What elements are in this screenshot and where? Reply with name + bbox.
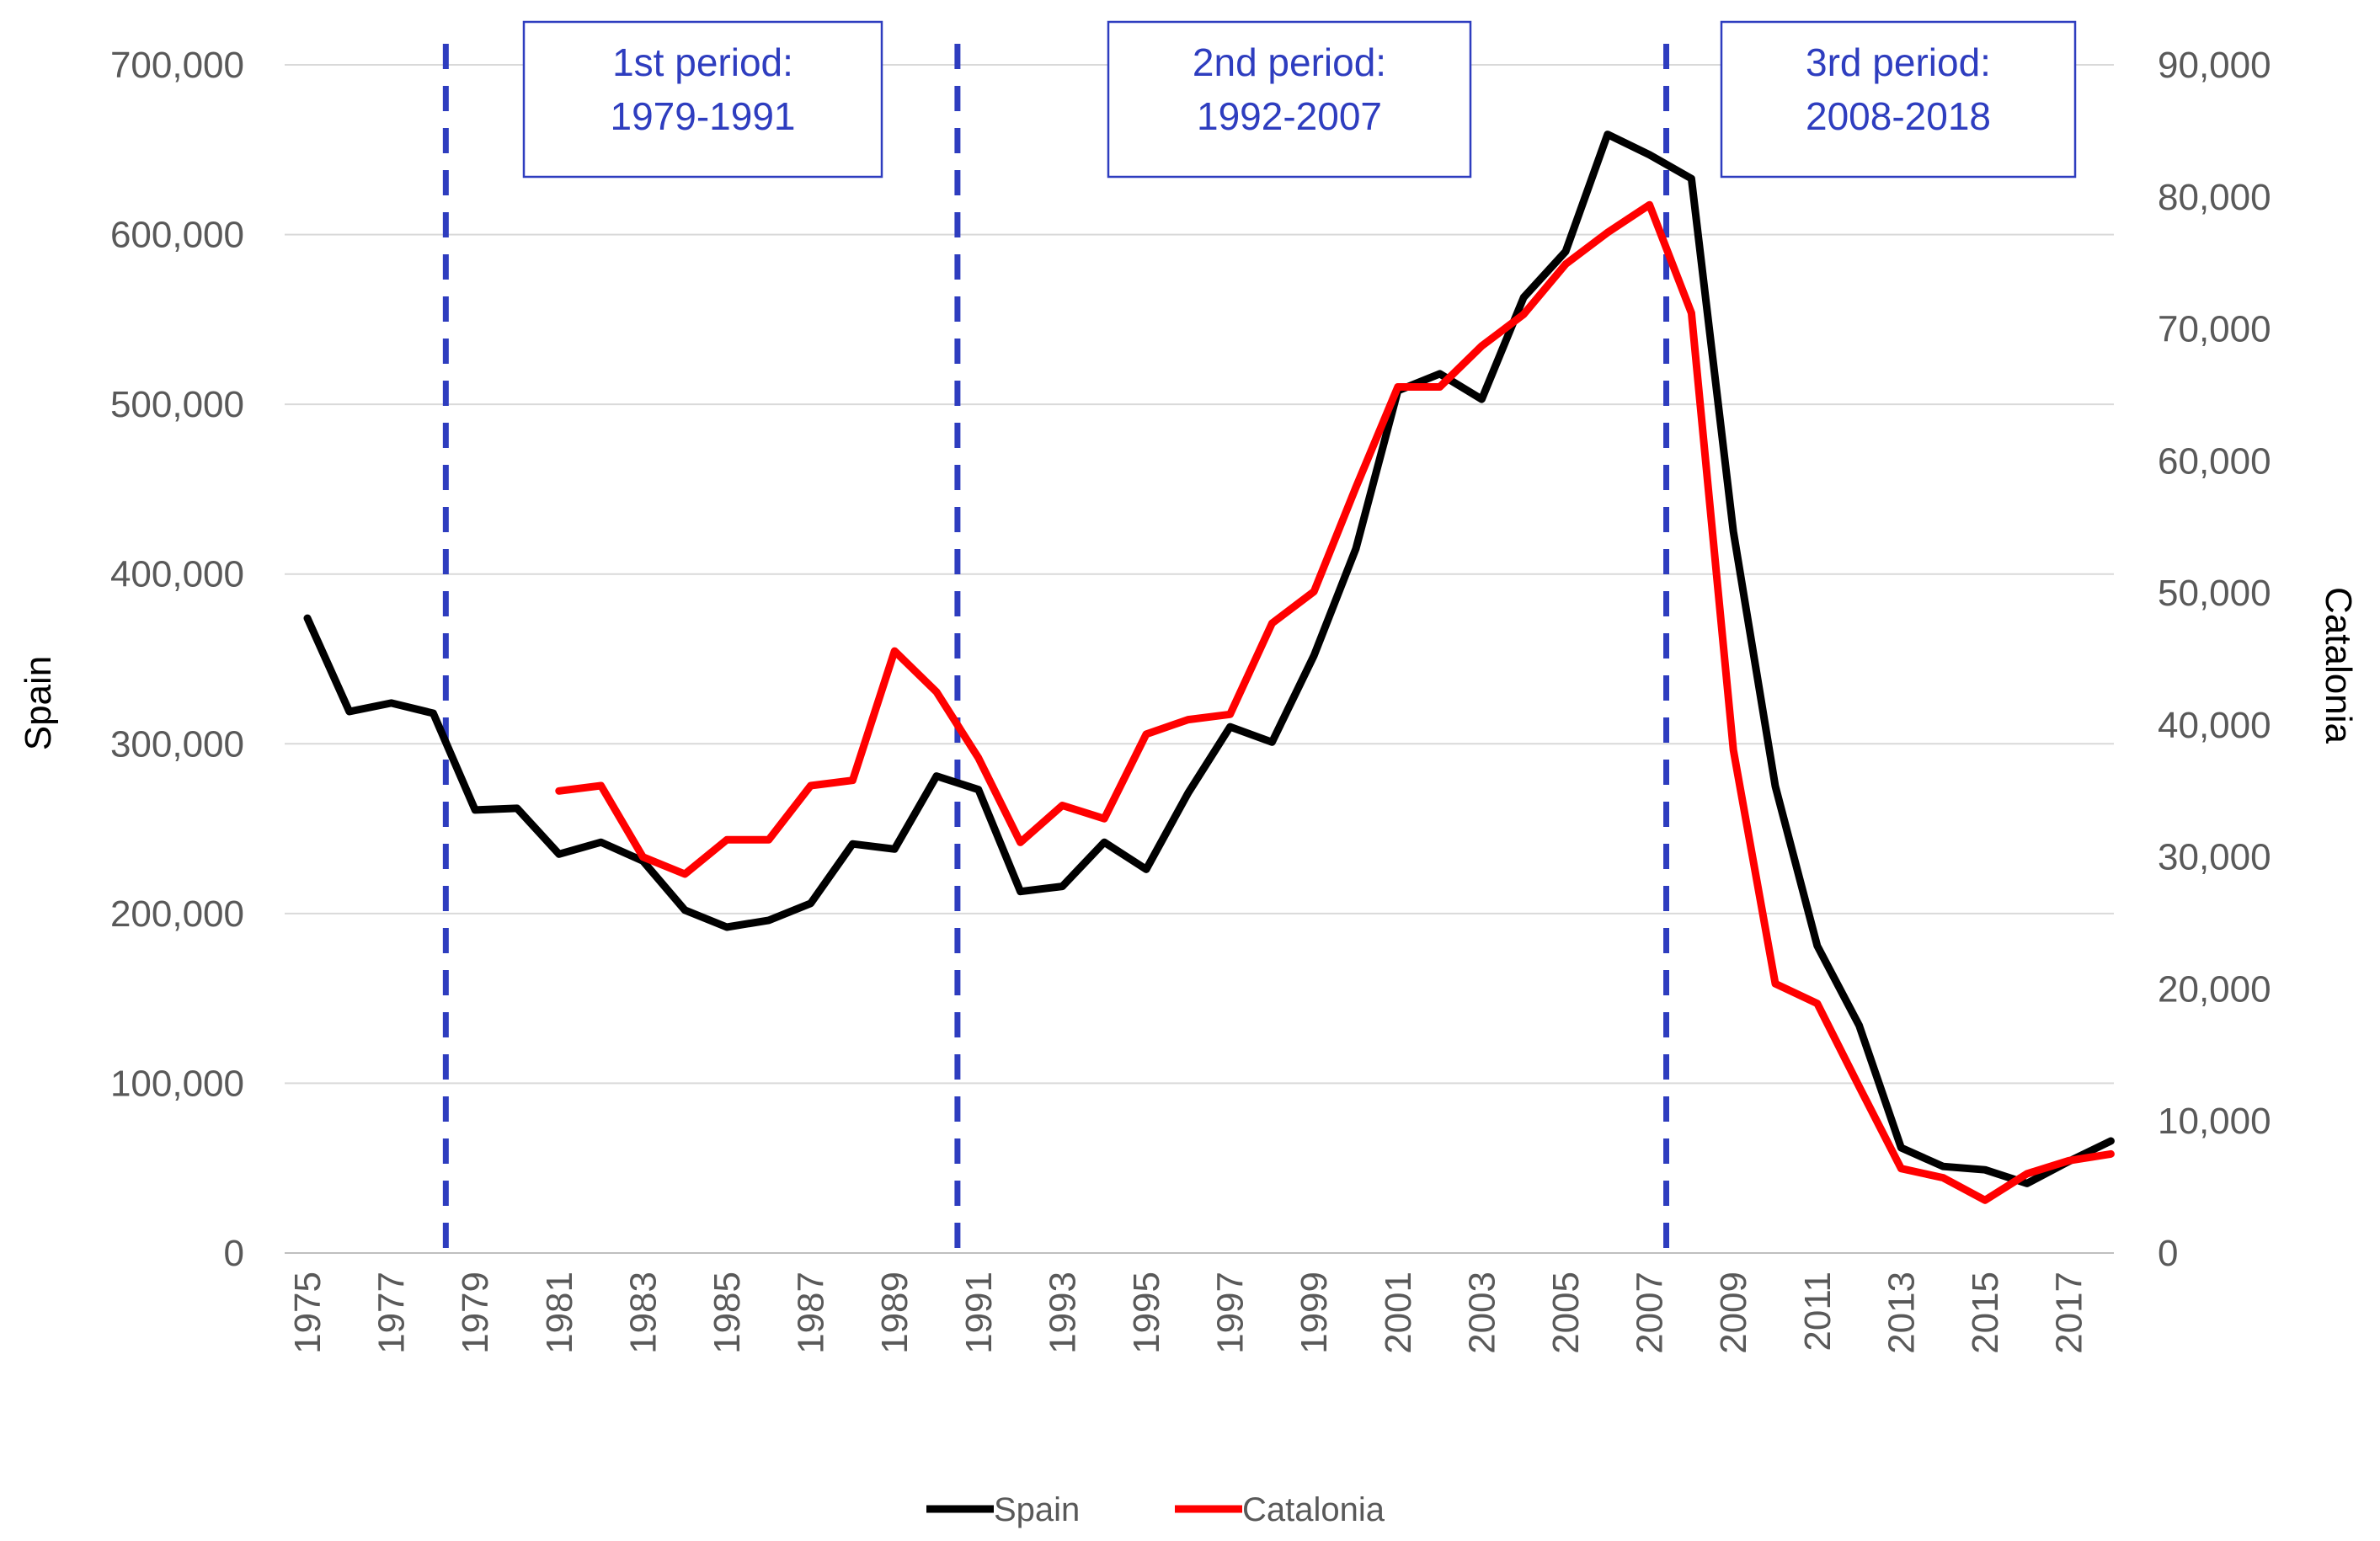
period-dividers	[442, 44, 1670, 1253]
x-tick-label: 1999	[1294, 1272, 1335, 1354]
x-axis-ticks: 1975 1977 1979 1981 1983 1985 1987 1989 1991 1993…	[287, 1272, 2090, 1354]
period-box: 2nd period: 1992-2007	[1107, 20, 1472, 179]
x-tick-label: 2009	[1713, 1272, 1754, 1354]
x-tick-label: 1977	[371, 1272, 413, 1354]
right-tick-label: 10,000	[2158, 1101, 2271, 1142]
period-box: 3rd period: 2008-2018	[1720, 20, 2077, 179]
right-tick-label: 50,000	[2158, 573, 2271, 614]
left-tick-label: 400,000	[110, 554, 244, 595]
x-tick-label: 2001	[1378, 1272, 1419, 1354]
x-tick-label: 1975	[287, 1272, 328, 1354]
left-tick-label: 700,000	[110, 45, 244, 86]
right-tick-label: 40,000	[2158, 705, 2271, 746]
left-tick-label: 300,000	[110, 723, 244, 765]
period-label: 2nd period:	[1193, 40, 1386, 84]
legend: Spain Catalonia	[926, 1491, 1385, 1528]
x-tick-label: 2007	[1630, 1272, 1671, 1354]
right-tick-label: 80,000	[2158, 177, 2271, 218]
legend-label-spain: Spain	[994, 1491, 1080, 1528]
x-tick-label: 1997	[1210, 1272, 1251, 1354]
right-tick-label: 20,000	[2158, 968, 2271, 1010]
x-tick-label: 1979	[455, 1272, 496, 1354]
series-lines	[303, 131, 2115, 1204]
x-tick-label: 1987	[791, 1272, 832, 1354]
period-label: 1st period:	[612, 40, 793, 84]
period-range: 1979-1991	[611, 94, 796, 138]
period-box-frame	[1720, 20, 2077, 179]
series-line-catalonia	[555, 200, 2115, 1204]
x-tick-label: 2011	[1797, 1272, 1838, 1352]
right-tick-label: 0	[2158, 1233, 2178, 1274]
x-tick-label: 2003	[1461, 1272, 1502, 1354]
right-axis-title: Catalonia	[2318, 587, 2359, 744]
x-tick-label: 1991	[958, 1272, 1000, 1354]
period-box-frame	[522, 20, 883, 179]
period-boxes: 1st period: 1979-1991 2nd period: 1992-2007…	[522, 20, 2077, 179]
left-tick-label: 600,000	[110, 215, 244, 256]
x-tick-label: 1995	[1126, 1272, 1167, 1354]
period-box: 1st period: 1979-1991	[522, 20, 883, 179]
left-tick-label: 200,000	[110, 893, 244, 935]
left-tick-label: 0	[224, 1233, 244, 1274]
x-tick-label: 1985	[707, 1272, 748, 1354]
right-axis-ticks: 0 10,000 20,000 30,000 40,000 50,000 60,000 70,…	[2158, 45, 2271, 1274]
right-tick-label: 30,000	[2158, 837, 2271, 878]
left-tick-label: 100,000	[110, 1063, 244, 1104]
right-tick-label: 90,000	[2158, 45, 2271, 86]
right-tick-label: 60,000	[2158, 440, 2271, 482]
x-tick-label: 2005	[1545, 1272, 1587, 1354]
series-line-spain	[303, 131, 2115, 1187]
right-tick-label: 70,000	[2158, 309, 2271, 350]
left-axis-ticks: 0 100,000 200,000 300,000 400,000 500,000 600,…	[110, 45, 244, 1274]
legend-label-catalonia: Catalonia	[1242, 1491, 1385, 1528]
x-tick-label: 1989	[874, 1272, 915, 1354]
x-tick-label: 1983	[622, 1272, 664, 1354]
period-box-frame	[1107, 20, 1472, 179]
x-tick-label: 1993	[1042, 1272, 1083, 1354]
x-tick-label: 2015	[1965, 1272, 2006, 1354]
x-tick-label: 2017	[2049, 1272, 2090, 1354]
period-label: 3rd period:	[1806, 40, 1991, 84]
left-axis-title: Spain	[18, 656, 59, 751]
period-range: 2008-2018	[1806, 94, 1991, 138]
x-tick-label: 2013	[1881, 1272, 1922, 1354]
gridlines	[285, 64, 2114, 1254]
left-tick-label: 500,000	[110, 384, 244, 425]
period-range: 1992-2007	[1197, 94, 1382, 138]
x-tick-label: 1981	[539, 1272, 580, 1354]
